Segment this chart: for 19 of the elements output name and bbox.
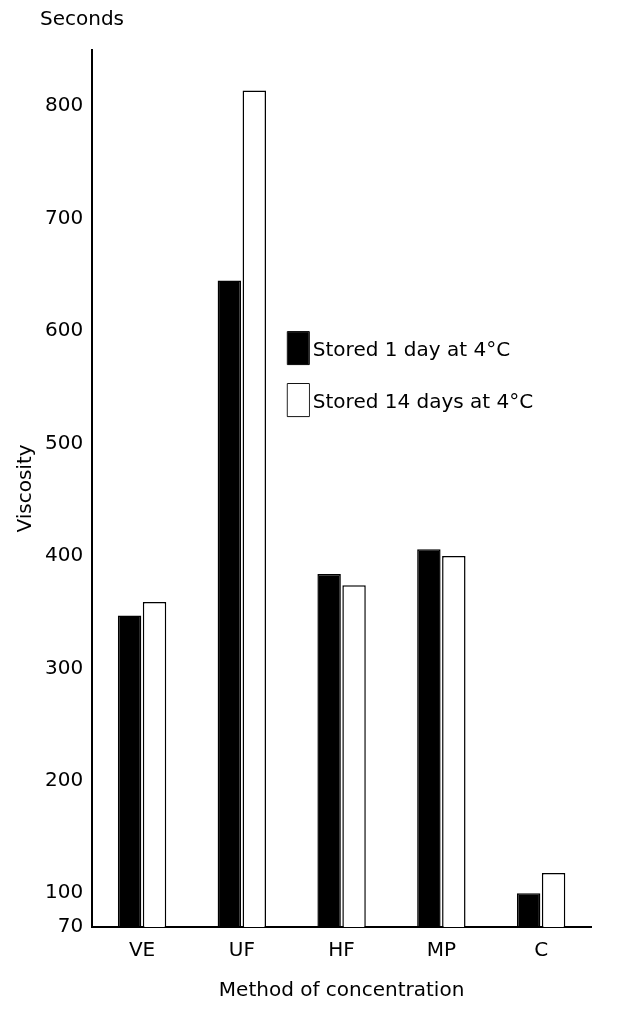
x-tick-label: HF — [328, 937, 355, 962]
y-tick-label: 70 — [57, 913, 84, 938]
y-tick-label: 100 — [44, 879, 84, 904]
x-axis-title: Method of concentration — [218, 977, 465, 1002]
y-tick-label: 300 — [44, 654, 84, 679]
y-tick-label: 500 — [44, 429, 84, 454]
y-tick-label: 200 — [44, 767, 84, 792]
x-tick-label: VE — [128, 937, 156, 962]
y-tick-label: 600 — [44, 317, 84, 342]
x-tick-label: MP — [426, 937, 457, 962]
x-tick-label: C — [534, 937, 549, 962]
legend-label: Stored 1 day at 4°C — [312, 337, 511, 362]
y-axis-title: Viscosity — [12, 444, 37, 533]
y-tick-label: 800 — [44, 92, 84, 117]
y-tick-label: 400 — [44, 542, 84, 567]
legend-label: Stored 14 days at 4°C — [312, 389, 534, 414]
x-tick-label: UF — [228, 937, 255, 962]
y-tick-label: 700 — [44, 204, 84, 229]
text: Seconds — [40, 6, 125, 31]
